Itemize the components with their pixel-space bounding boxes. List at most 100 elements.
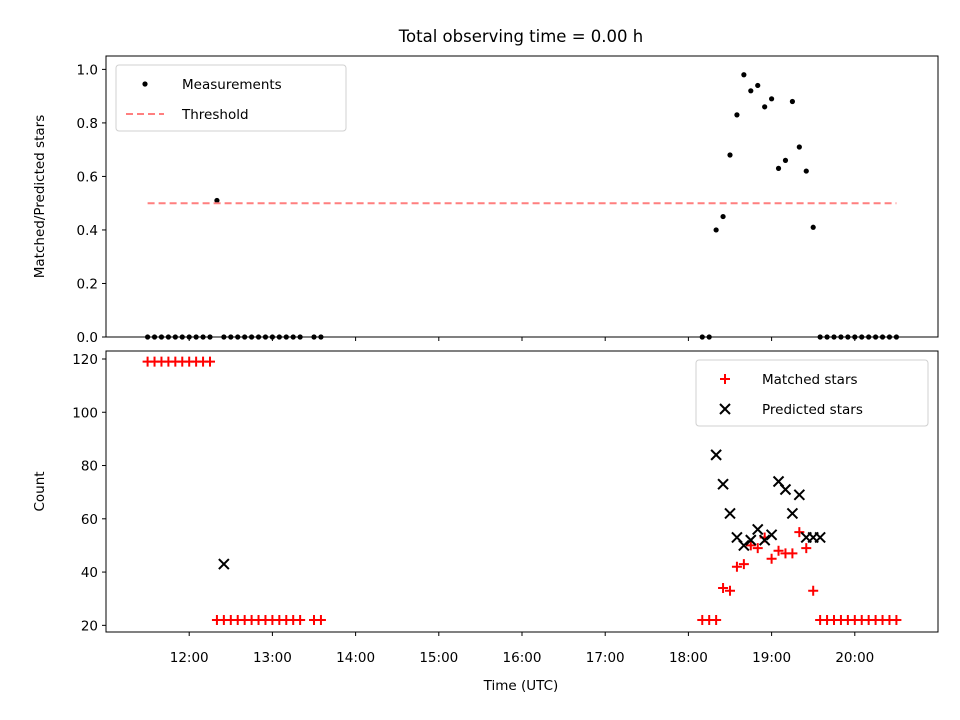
data-point [713, 227, 719, 233]
x-tick-label: 15:00 [419, 650, 458, 666]
y-tick-label: 100 [72, 405, 98, 421]
data-point [859, 334, 865, 340]
data-point [720, 213, 726, 220]
data-point [838, 334, 844, 340]
y-tick-label: 80 [81, 459, 98, 475]
data-point [786, 507, 799, 520]
data-point [711, 615, 722, 626]
data-point [734, 112, 740, 118]
data-point [752, 523, 764, 536]
y-axis-label: Count [32, 471, 48, 511]
data-point [748, 88, 754, 94]
data-point [796, 144, 802, 150]
legend: Matched stars Predicted stars [695, 359, 929, 427]
data-point [779, 483, 792, 496]
x-axis [188, 337, 856, 341]
data-point [879, 334, 886, 340]
data-point [755, 82, 761, 89]
legend-label: Predicted stars [762, 402, 863, 418]
y-axis: 20 40 60 80 100 120 [72, 352, 106, 634]
panel-ratio: 0.0 0.2 0.4 0.6 0.8 1.0 Matched/Predicted star… [32, 55, 939, 346]
data-point [741, 72, 747, 78]
data-point [276, 334, 282, 340]
data-point [738, 539, 750, 552]
data-point [699, 334, 705, 340]
data-point [886, 334, 893, 340]
data-point [782, 157, 789, 163]
x-tick-label: 12:00 [170, 650, 209, 666]
data-point [824, 334, 830, 340]
data-point [724, 507, 736, 520]
y-tick-label: 0.2 [77, 276, 98, 292]
data-point [810, 224, 816, 230]
data-point [297, 334, 303, 340]
data-point [318, 334, 324, 340]
data-point [249, 334, 255, 340]
data-point [165, 334, 171, 340]
legend-box [115, 64, 347, 132]
data-point [758, 534, 771, 546]
y-tick-label: 20 [81, 618, 98, 634]
data-point [151, 334, 158, 340]
data-point [200, 334, 206, 340]
data-point [706, 334, 712, 340]
data-point [873, 334, 879, 340]
data-point [808, 585, 819, 596]
legend-label: Matched stars [762, 372, 858, 388]
y-tick-label: 40 [81, 565, 98, 581]
data-point [727, 152, 733, 158]
data-point [769, 96, 775, 102]
legend-swatch [719, 403, 731, 415]
data-point [794, 527, 805, 538]
data-point [745, 540, 756, 551]
data-point [172, 334, 178, 340]
y-axis: 0.0 0.2 0.4 0.6 0.8 1.0 [77, 62, 106, 346]
y-tick-label: 0.4 [77, 223, 98, 239]
data-point [893, 334, 900, 340]
data-point [891, 615, 902, 626]
data-point [269, 334, 275, 340]
data-point [773, 545, 784, 556]
data-point [235, 334, 241, 340]
x-tick-label: 20:00 [835, 650, 874, 666]
data-point [145, 334, 151, 340]
data-point [290, 334, 296, 340]
data-point [255, 334, 262, 340]
data-point [866, 334, 872, 340]
data-point [725, 585, 735, 596]
data-point [793, 489, 806, 501]
data-point [775, 165, 782, 171]
series-measurements [145, 72, 900, 340]
x-tick-label: 14:00 [336, 650, 375, 666]
data-point [242, 334, 248, 340]
x-axis: 12:00 13:00 14:00 15:00 16:00 17:00 18:00 19:00… [170, 632, 874, 666]
panels-layer: 0.0 0.2 0.4 0.6 0.8 1.0 Matched/Predicted star… [32, 55, 939, 666]
data-point [283, 334, 289, 340]
legend-box [695, 359, 929, 427]
data-point [831, 334, 837, 340]
data-point [158, 334, 165, 340]
y-tick-label: 0.6 [77, 169, 98, 185]
data-point [852, 334, 858, 340]
data-point [765, 529, 778, 541]
data-point [745, 534, 757, 546]
data-point [205, 356, 215, 367]
x-tick-label: 13:00 [253, 650, 292, 666]
data-point [221, 334, 227, 340]
data-point [228, 334, 234, 340]
x-tick-label: 18:00 [669, 650, 708, 666]
data-point [262, 334, 269, 340]
data-point [845, 334, 851, 340]
data-point [801, 543, 812, 554]
chart-title: Total observing time = 0.00 h [398, 27, 643, 46]
legend: Measurements Threshold [115, 64, 347, 132]
y-tick-label: 1.0 [77, 62, 98, 78]
data-point [787, 548, 798, 559]
series-predicted-stars [218, 449, 826, 570]
x-axis-label: Time (UTC) [483, 678, 559, 694]
data-point [710, 449, 722, 461]
data-point [179, 334, 185, 340]
data-point [766, 553, 777, 564]
